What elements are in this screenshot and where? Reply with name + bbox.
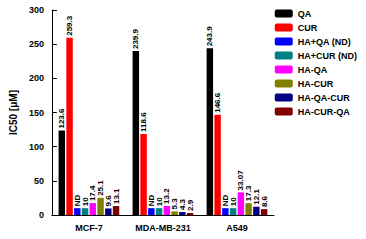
svg-text:HA+CUR (ND): HA+CUR (ND) bbox=[298, 51, 357, 61]
svg-text:17.4: 17.4 bbox=[88, 185, 98, 202]
svg-text:13.2: 13.2 bbox=[162, 188, 172, 204]
svg-text:ND: ND bbox=[146, 194, 156, 207]
svg-text:ND: ND bbox=[72, 194, 82, 207]
svg-text:10: 10 bbox=[154, 197, 164, 207]
svg-text:300: 300 bbox=[29, 5, 44, 15]
svg-text:2.9: 2.9 bbox=[186, 199, 195, 211]
svg-text:33.07: 33.07 bbox=[236, 170, 246, 191]
svg-text:HA+QA (ND): HA+QA (ND) bbox=[298, 37, 351, 47]
svg-text:25.1: 25.1 bbox=[96, 180, 105, 196]
svg-text:123.6: 123.6 bbox=[57, 108, 66, 129]
svg-text:HA-QA: HA-QA bbox=[298, 65, 328, 75]
svg-text:9.6: 9.6 bbox=[103, 195, 113, 207]
svg-text:50: 50 bbox=[34, 176, 44, 186]
svg-text:ND: ND bbox=[220, 194, 230, 207]
svg-text:HA-CUR-QA: HA-CUR-QA bbox=[298, 107, 350, 117]
svg-text:243.9: 243.9 bbox=[205, 26, 214, 47]
svg-text:13.1: 13.1 bbox=[112, 188, 121, 204]
svg-text:100: 100 bbox=[29, 142, 44, 152]
svg-text:150: 150 bbox=[29, 108, 44, 118]
svg-text:A549: A549 bbox=[226, 223, 248, 233]
svg-text:IC50 [μM]: IC50 [μM] bbox=[8, 90, 19, 135]
svg-text:12.1: 12.1 bbox=[251, 189, 261, 205]
svg-text:239.9: 239.9 bbox=[131, 28, 140, 49]
svg-text:17.3: 17.3 bbox=[244, 185, 254, 202]
svg-text:118.6: 118.6 bbox=[139, 112, 148, 132]
svg-text:200: 200 bbox=[29, 73, 44, 83]
svg-text:146.6: 146.6 bbox=[213, 92, 222, 113]
svg-text:10: 10 bbox=[80, 197, 90, 207]
svg-text:4.3: 4.3 bbox=[177, 198, 187, 211]
svg-text:0: 0 bbox=[39, 210, 44, 220]
svg-text:QA: QA bbox=[298, 9, 312, 19]
svg-text:HA-QA-CUR: HA-QA-CUR bbox=[298, 93, 350, 103]
svg-text:MDA-MB-231: MDA-MB-231 bbox=[135, 223, 191, 233]
svg-text:MCF-7: MCF-7 bbox=[75, 223, 103, 233]
svg-text:CUR: CUR bbox=[298, 23, 318, 33]
svg-text:10: 10 bbox=[229, 197, 238, 206]
svg-text:259.3: 259.3 bbox=[65, 15, 74, 36]
svg-text:250: 250 bbox=[29, 39, 44, 49]
svg-text:HA-CUR: HA-CUR bbox=[298, 79, 334, 89]
svg-text:8.6: 8.6 bbox=[260, 195, 269, 207]
svg-text:5.3: 5.3 bbox=[170, 198, 180, 210]
